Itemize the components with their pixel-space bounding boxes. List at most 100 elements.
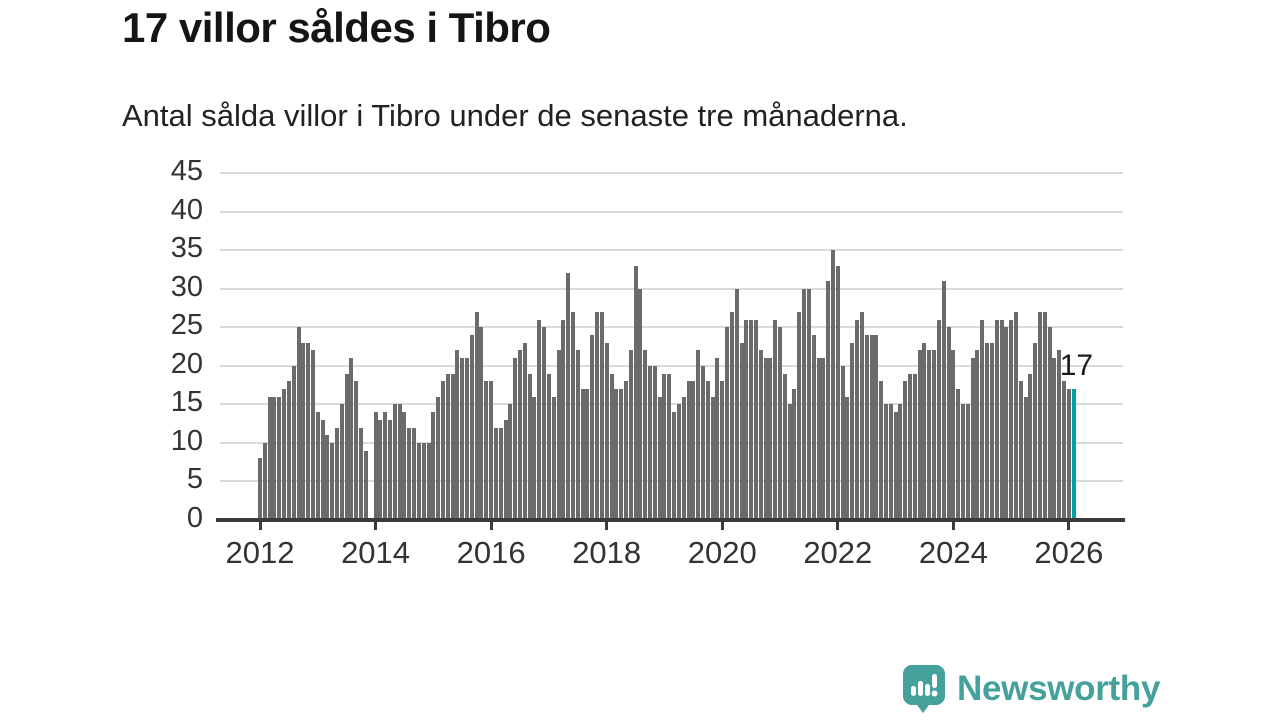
bar-series <box>258 173 1118 520</box>
bar <box>908 373 913 520</box>
bar <box>392 404 397 520</box>
gridline <box>220 364 1123 367</box>
bar <box>537 319 542 520</box>
bar <box>339 404 344 520</box>
bar <box>816 358 821 520</box>
bar <box>450 373 455 520</box>
bar <box>440 381 445 520</box>
gridline <box>220 441 1123 444</box>
bar <box>883 404 888 520</box>
gridline <box>220 326 1123 329</box>
brand-name: Newsworthy <box>957 669 1161 708</box>
bar <box>1013 311 1018 520</box>
x-tick-label: 2024 <box>918 535 988 570</box>
bar <box>301 342 306 520</box>
x-tick-label: 2020 <box>687 535 757 570</box>
x-tick <box>605 520 609 530</box>
bar <box>826 281 831 520</box>
bar <box>262 442 267 520</box>
x-tick-label: 2026 <box>1034 535 1104 570</box>
bar <box>344 373 349 520</box>
bar <box>335 427 340 520</box>
bar <box>623 381 628 520</box>
x-tick <box>1067 520 1071 530</box>
bar <box>768 358 773 520</box>
bar <box>575 350 580 520</box>
bar <box>412 427 417 520</box>
bar <box>720 381 725 520</box>
bar <box>936 319 941 520</box>
bar <box>797 311 802 520</box>
bar <box>498 427 503 520</box>
bar <box>1004 327 1009 520</box>
x-tick-label: 2018 <box>572 535 642 570</box>
bar <box>999 319 1004 520</box>
bar <box>691 381 696 520</box>
chart-title: 17 villor såldes i Tibro <box>122 4 551 51</box>
bar <box>282 388 287 520</box>
bar <box>753 319 758 520</box>
bar <box>619 388 624 520</box>
bar <box>994 319 999 520</box>
bar <box>970 358 975 520</box>
y-tick-label: 0 <box>186 502 203 534</box>
newsworthy-bubble-icon <box>903 665 945 713</box>
bar <box>835 265 840 520</box>
bar <box>354 381 359 520</box>
y-tick-label: 40 <box>170 193 203 226</box>
bar <box>932 350 937 520</box>
gridline <box>220 287 1123 290</box>
bar <box>830 250 835 520</box>
y-tick-label: 20 <box>170 347 203 380</box>
bar <box>489 381 494 520</box>
bar <box>551 396 556 520</box>
gridline <box>220 172 1123 174</box>
bar <box>566 273 571 520</box>
bar <box>258 458 262 520</box>
bar <box>599 311 604 520</box>
bar <box>792 388 797 520</box>
bar <box>888 404 893 520</box>
x-tick-label: 2014 <box>341 535 411 570</box>
y-tick-label: 5 <box>186 463 203 496</box>
bar <box>879 381 884 520</box>
bar <box>734 288 739 520</box>
bar <box>917 350 922 520</box>
bar <box>373 412 378 520</box>
x-tick <box>720 520 724 530</box>
bar <box>1042 311 1047 520</box>
bar <box>556 350 561 520</box>
bar <box>407 427 412 520</box>
bar <box>628 350 633 520</box>
bar <box>773 319 778 520</box>
bar <box>672 412 677 520</box>
bar <box>1066 388 1071 520</box>
bar <box>985 342 990 520</box>
bar <box>758 350 763 520</box>
bar <box>465 358 470 520</box>
bar <box>585 388 590 520</box>
bar <box>705 381 710 520</box>
bar <box>455 350 460 520</box>
bar-chart-plot-area: 0 5 10 15 20 25 30 35 40 45 2012 2014 2016 2018 2020 2… <box>171 155 1125 570</box>
bar <box>402 412 407 520</box>
bar <box>739 342 744 520</box>
y-tick-label: 30 <box>170 270 203 303</box>
bar <box>561 319 566 520</box>
bar <box>508 404 513 520</box>
last-value-annotation: 17 <box>1059 348 1094 382</box>
bar <box>460 358 465 520</box>
bar <box>802 288 807 520</box>
bar <box>855 319 860 520</box>
bar <box>700 365 705 520</box>
gridline <box>220 403 1123 406</box>
bar <box>903 381 908 520</box>
bar <box>484 381 489 520</box>
bar <box>1062 381 1067 520</box>
bar <box>518 350 522 520</box>
bar <box>845 396 850 520</box>
bar <box>609 373 614 520</box>
bar <box>927 350 932 520</box>
bar <box>859 311 864 520</box>
bar <box>310 350 315 520</box>
